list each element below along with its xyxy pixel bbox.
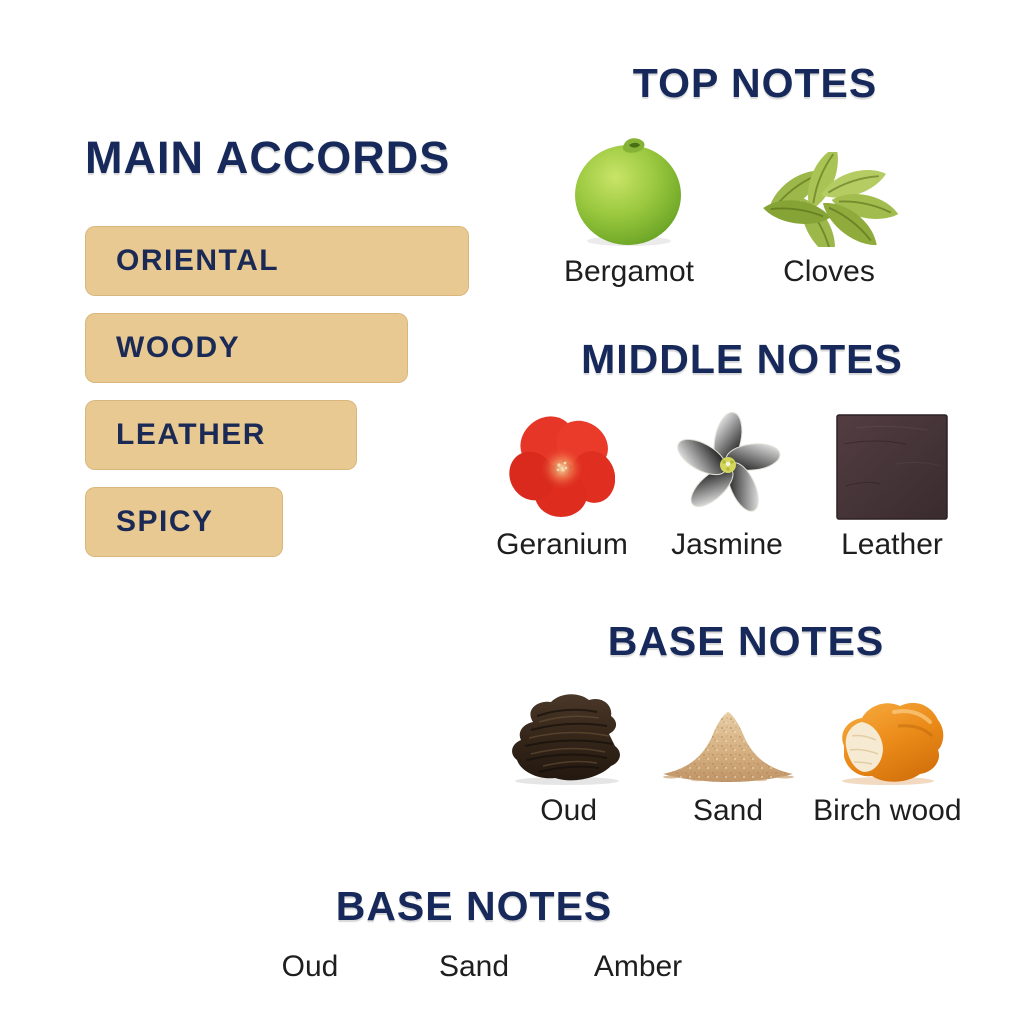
note-label: Sand bbox=[692, 794, 764, 827]
footer-base-notes-row: Oud Sand Amber bbox=[245, 950, 703, 984]
accord-bar-oriental: ORIENTAL bbox=[85, 226, 469, 296]
leather-swatch-icon bbox=[836, 414, 948, 520]
note-label: Birch wood bbox=[813, 794, 962, 827]
accord-bar-label: WOODY bbox=[116, 331, 241, 364]
sand-image bbox=[648, 686, 807, 786]
footer-note-label: Sand bbox=[438, 950, 510, 983]
note-label: Cloves bbox=[783, 255, 875, 288]
footer-note-label: Oud bbox=[281, 950, 339, 983]
note-label: Geranium bbox=[496, 528, 628, 561]
accord-bar-label: LEATHER bbox=[116, 418, 266, 451]
note-item-geranium: Geranium bbox=[480, 406, 644, 562]
note-item-leather: Leather bbox=[810, 406, 974, 562]
bergamot-lime-icon bbox=[575, 138, 681, 246]
cloves-image bbox=[729, 131, 929, 247]
note-item-bergamot: Bergamot bbox=[529, 131, 729, 289]
footer-base-notes-title: BASE NOTES bbox=[335, 883, 613, 929]
main-accords-bar-chart: ORIENTAL WOODY LEATHER SPICY bbox=[85, 226, 469, 574]
accord-bar-woody: WOODY bbox=[85, 313, 408, 383]
leather-image bbox=[810, 406, 974, 520]
note-item-sand: Sand bbox=[648, 686, 807, 828]
jasmine-image bbox=[645, 406, 809, 520]
geranium-image bbox=[480, 406, 644, 520]
top-notes-title: TOP NOTES bbox=[632, 60, 878, 106]
accord-bar-leather: LEATHER bbox=[85, 400, 357, 470]
red-geranium-flower-icon bbox=[509, 416, 615, 517]
middle-notes-title: MIDDLE NOTES bbox=[581, 336, 903, 382]
birch-wood-image bbox=[808, 686, 967, 786]
sand-pile-icon bbox=[662, 712, 794, 782]
note-label: Oud bbox=[540, 794, 598, 827]
note-item-jasmine: Jasmine bbox=[645, 406, 809, 562]
white-jasmine-flower-icon bbox=[677, 411, 781, 512]
note-label: Bergamot bbox=[563, 255, 695, 288]
oud-wood-chunk-icon bbox=[511, 694, 620, 785]
note-label: Leather bbox=[841, 528, 943, 561]
footer-note-label: Amber bbox=[593, 950, 683, 983]
oud-image bbox=[489, 686, 648, 786]
top-notes-row: Bergamot bbox=[529, 131, 929, 289]
note-item-birch-wood: Birch wood bbox=[808, 686, 967, 828]
middle-notes-row: Geranium bbox=[480, 406, 974, 562]
note-label: Jasmine bbox=[671, 528, 783, 561]
main-accords-title: MAIN ACCORDS bbox=[85, 132, 451, 183]
birch-wood-chunk-icon bbox=[842, 702, 944, 785]
base-notes-title: BASE NOTES bbox=[607, 618, 885, 664]
accord-bar-spicy: SPICY bbox=[85, 487, 283, 557]
base-notes-row: Oud bbox=[489, 686, 967, 828]
accord-bar-label: SPICY bbox=[116, 505, 214, 538]
bergamot-image bbox=[529, 131, 729, 247]
note-item-cloves: Cloves bbox=[729, 131, 929, 289]
note-item-oud: Oud bbox=[489, 686, 648, 828]
accord-bar-label: ORIENTAL bbox=[116, 244, 280, 277]
green-clove-pods-icon bbox=[759, 152, 899, 247]
